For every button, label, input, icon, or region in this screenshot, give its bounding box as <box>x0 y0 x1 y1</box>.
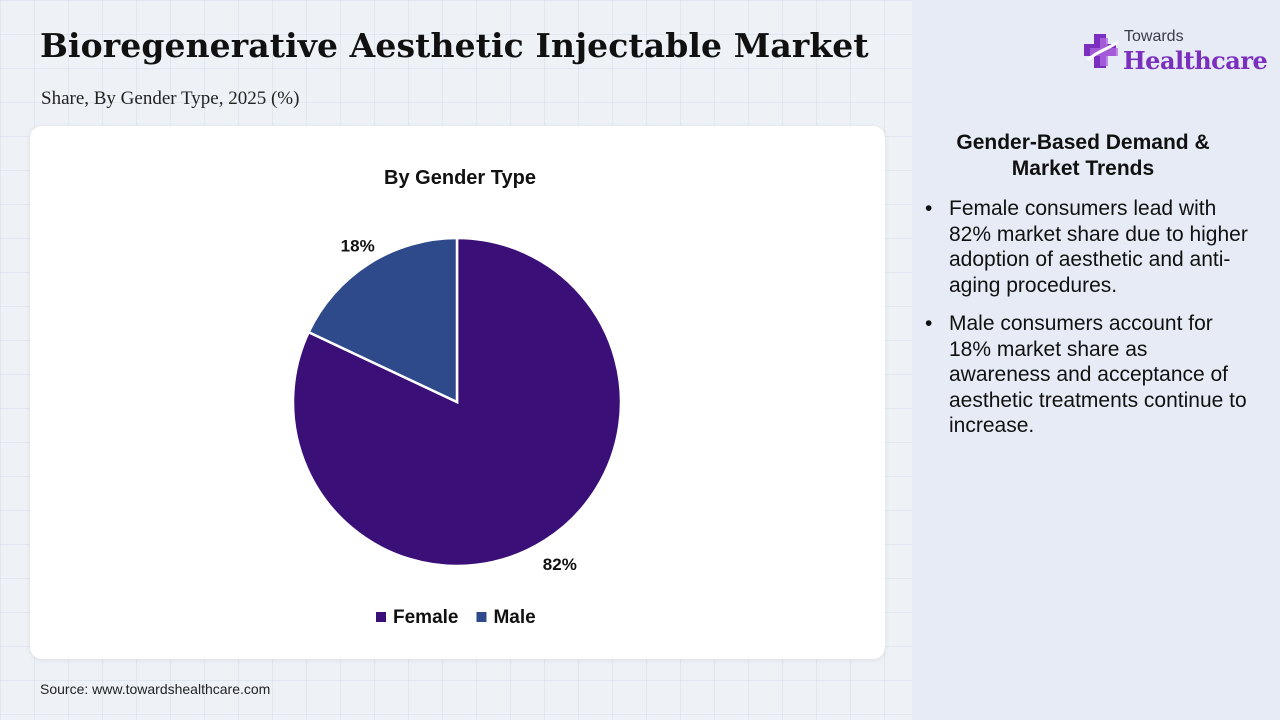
pie-slice-male <box>306 236 459 404</box>
page-title: Bioregenerative Aesthetic Injectable Mar… <box>40 26 869 65</box>
bullet-marker: • <box>925 197 933 220</box>
legend-label-male: Male <box>493 607 535 628</box>
insight-list: • Female consumers lead with 82% market … <box>922 196 1252 452</box>
main-area: Bioregenerative Aesthetic Injectable Mar… <box>30 26 885 697</box>
data-label-female: 82% <box>543 555 577 574</box>
pie-chart: By Gender Type 82% 18% Female Male <box>291 167 623 628</box>
panel-heading: Gender-Based Demand & Market Trends <box>956 131 1210 180</box>
chart-title: By Gender Type <box>384 167 536 189</box>
insight-item: • Male consumers account for 18% market … <box>922 311 1252 439</box>
legend-swatch-male <box>476 612 487 622</box>
insight-item: • Female consumers lead with 82% market … <box>922 196 1252 298</box>
logo-small-text: Towards <box>1124 28 1184 45</box>
brand-logo: Towards Healthcare <box>1080 28 1268 78</box>
chart-card: By Gender Type 82% 18% Female Male <box>30 126 885 659</box>
legend-swatch-female <box>376 612 386 622</box>
legend-label-female: Female <box>393 607 458 628</box>
insight-text: Male consumers account for 18% market sh… <box>949 312 1247 437</box>
insights-panel <box>912 0 1280 720</box>
medical-cross-icon <box>1084 34 1119 68</box>
source-note: Source: www.towardshealthcare.com <box>40 681 271 697</box>
data-label-male: 18% <box>341 237 375 256</box>
bullet-marker: • <box>925 312 933 335</box>
insight-text: Female consumers lead with 82% market sh… <box>949 197 1248 297</box>
logo-big-text: Healthcare <box>1123 46 1268 75</box>
page-subtitle: Share, By Gender Type, 2025 (%) <box>41 88 300 109</box>
